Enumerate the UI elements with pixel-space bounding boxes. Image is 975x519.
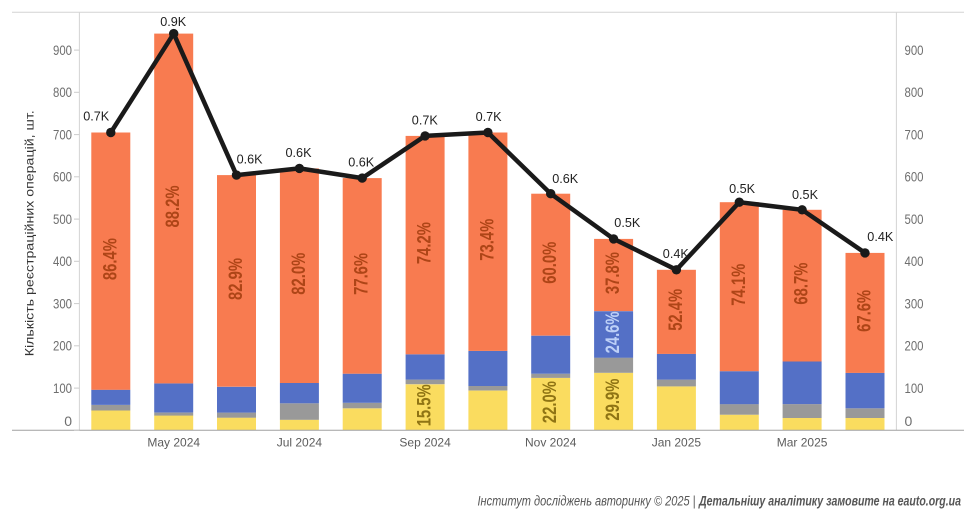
svg-text:900: 900 bbox=[53, 42, 72, 58]
svg-text:900: 900 bbox=[905, 42, 924, 58]
svg-text:77.6%: 77.6% bbox=[352, 253, 373, 295]
svg-text:73.4%: 73.4% bbox=[477, 219, 498, 261]
svg-text:24.6%: 24.6% bbox=[603, 311, 624, 353]
svg-text:0.6K: 0.6K bbox=[237, 152, 263, 167]
svg-text:15.5%: 15.5% bbox=[415, 384, 436, 426]
svg-text:0: 0 bbox=[905, 413, 913, 429]
svg-text:86.4%: 86.4% bbox=[100, 238, 121, 280]
svg-text:Детальнішу аналітику замовите: Детальнішу аналітику замовите на eauto.o… bbox=[698, 493, 961, 508]
svg-text:29.9%: 29.9% bbox=[603, 379, 624, 421]
svg-text:0: 0 bbox=[64, 413, 72, 429]
svg-text:0.5K: 0.5K bbox=[614, 215, 640, 230]
svg-text:37.8%: 37.8% bbox=[603, 252, 624, 294]
svg-text:100: 100 bbox=[53, 380, 72, 396]
svg-text:74.2%: 74.2% bbox=[415, 222, 436, 264]
svg-text:Mar 2025: Mar 2025 bbox=[777, 435, 828, 449]
svg-text:700: 700 bbox=[905, 126, 924, 142]
svg-text:0.6K: 0.6K bbox=[348, 154, 374, 169]
svg-text:52.4%: 52.4% bbox=[666, 289, 687, 331]
svg-text:600: 600 bbox=[905, 169, 924, 185]
svg-text:0.9K: 0.9K bbox=[160, 14, 186, 29]
svg-text:Jan 2025: Jan 2025 bbox=[652, 435, 702, 449]
svg-text:68.7%: 68.7% bbox=[792, 263, 813, 305]
svg-text:74.1%: 74.1% bbox=[729, 264, 750, 306]
svg-text:82.0%: 82.0% bbox=[289, 253, 310, 295]
svg-text:100: 100 bbox=[905, 380, 924, 396]
svg-text:700: 700 bbox=[53, 126, 72, 142]
svg-text:0.6K: 0.6K bbox=[552, 171, 578, 186]
svg-text:0.5K: 0.5K bbox=[729, 181, 755, 196]
svg-text:500: 500 bbox=[53, 211, 72, 227]
svg-text:0.4K: 0.4K bbox=[867, 229, 893, 244]
svg-text:May 2024: May 2024 bbox=[147, 435, 200, 449]
svg-text:67.6%: 67.6% bbox=[855, 290, 876, 332]
svg-text:200: 200 bbox=[905, 338, 924, 354]
svg-text:0.7K: 0.7K bbox=[412, 113, 438, 128]
svg-text:0.4K: 0.4K bbox=[663, 246, 689, 261]
svg-text:400: 400 bbox=[905, 253, 924, 269]
svg-text:Інститут досліджень авторинку: Інститут досліджень авторинку © 2025 | bbox=[478, 493, 696, 508]
svg-text:22.0%: 22.0% bbox=[540, 381, 561, 423]
svg-text:600: 600 bbox=[53, 169, 72, 185]
svg-text:Nov 2024: Nov 2024 bbox=[525, 435, 577, 449]
svg-text:400: 400 bbox=[53, 253, 72, 269]
svg-text:0.7K: 0.7K bbox=[476, 109, 502, 124]
svg-text:800: 800 bbox=[53, 84, 72, 100]
svg-text:Sep 2024: Sep 2024 bbox=[399, 435, 451, 449]
svg-text:0.6K: 0.6K bbox=[286, 145, 312, 160]
svg-text:0.5K: 0.5K bbox=[792, 187, 818, 202]
svg-text:300: 300 bbox=[905, 295, 924, 311]
svg-text:60.0%: 60.0% bbox=[540, 242, 561, 284]
svg-text:82.9%: 82.9% bbox=[226, 258, 247, 300]
svg-text:200: 200 bbox=[53, 338, 72, 354]
svg-text:88.2%: 88.2% bbox=[163, 185, 184, 227]
svg-text:Jul 2024: Jul 2024 bbox=[277, 435, 323, 449]
svg-text:300: 300 bbox=[53, 295, 72, 311]
svg-text:Кількість реєстраційних операц: Кількість реєстраційних операцій, шт. bbox=[23, 110, 37, 356]
svg-text:0.7K: 0.7K bbox=[83, 109, 109, 124]
svg-text:500: 500 bbox=[905, 211, 924, 227]
svg-text:800: 800 bbox=[905, 84, 924, 100]
